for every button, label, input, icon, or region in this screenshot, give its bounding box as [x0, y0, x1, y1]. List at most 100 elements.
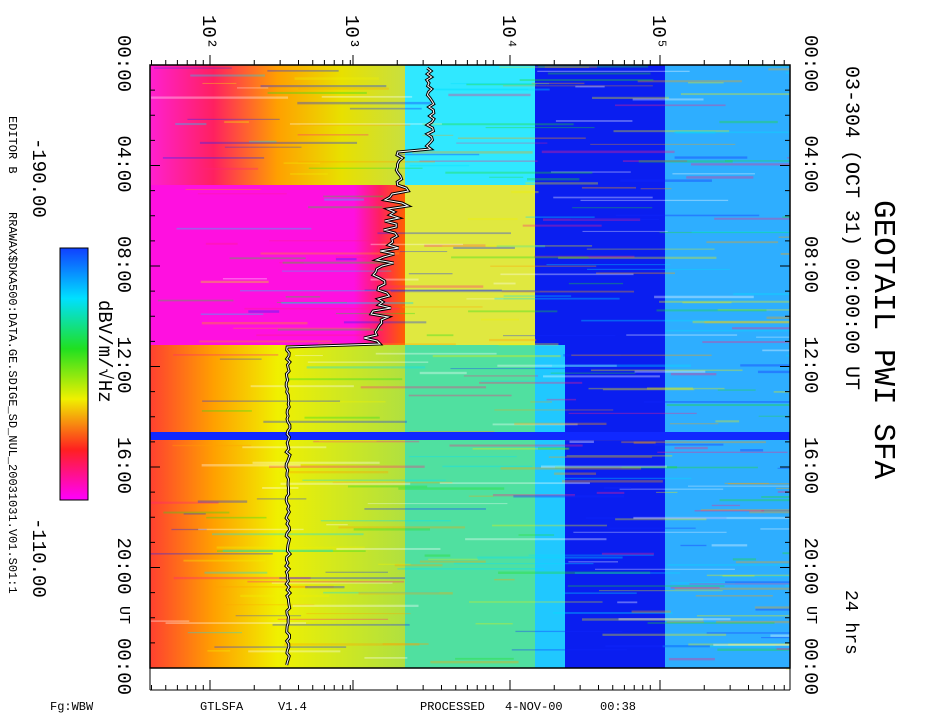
- streak: [562, 480, 663, 483]
- streak: [670, 372, 717, 376]
- streak: [204, 571, 268, 574]
- streak: [572, 207, 653, 209]
- streak: [554, 472, 597, 475]
- streak: [408, 394, 512, 397]
- streak: [201, 410, 252, 412]
- streak: [732, 327, 790, 330]
- streak: [688, 643, 790, 646]
- streak: [347, 485, 428, 488]
- streak: [657, 451, 788, 453]
- streak: [242, 446, 327, 449]
- streak: [501, 290, 635, 293]
- streak: [728, 483, 790, 485]
- colorbar: [59, 247, 89, 501]
- streak: [595, 568, 735, 570]
- streak: [250, 385, 354, 388]
- streak: [199, 141, 358, 144]
- streak: [706, 241, 779, 244]
- streak: [711, 544, 748, 547]
- streak: [277, 618, 389, 620]
- streak: [493, 282, 516, 285]
- ut-label: UT: [115, 606, 132, 624]
- streak: [758, 415, 790, 417]
- streak: [222, 278, 267, 280]
- streak: [492, 423, 578, 426]
- streak: [271, 582, 393, 584]
- streak: [205, 242, 238, 245]
- streak: [320, 400, 386, 403]
- streak: [207, 650, 231, 652]
- time-labels: 00:00 00:00 04:00 04:00 08:00 08:00 12:00 12:00…: [112, 35, 821, 695]
- region: [150, 65, 405, 185]
- streak: [540, 465, 667, 468]
- streak: [150, 501, 219, 504]
- streak: [408, 273, 453, 275]
- streak: [307, 361, 429, 363]
- streak: [756, 336, 790, 338]
- streak: [300, 124, 411, 126]
- streak: [382, 643, 429, 645]
- streak: [279, 262, 304, 264]
- streak: [768, 68, 790, 71]
- streak: [714, 217, 790, 220]
- streak: [496, 245, 546, 248]
- streak: [200, 280, 269, 284]
- streak: [422, 123, 574, 126]
- region: [405, 185, 535, 345]
- streak: [761, 510, 790, 512]
- streak: [773, 391, 790, 393]
- streak: [313, 440, 420, 443]
- streak: [185, 188, 261, 191]
- streak: [463, 375, 539, 377]
- streak: [163, 511, 230, 514]
- streak: [543, 375, 660, 378]
- time-tick-label: 20:00: [799, 538, 821, 595]
- streak: [581, 618, 704, 621]
- streak: [408, 456, 517, 458]
- streak: [786, 354, 790, 357]
- streak: [770, 634, 790, 637]
- streak: [631, 610, 671, 613]
- streak: [308, 167, 423, 169]
- streak: [633, 441, 656, 444]
- streak: [280, 482, 411, 485]
- streak: [626, 334, 738, 336]
- streak: [672, 173, 755, 175]
- streak: [468, 310, 558, 313]
- time-tick-label: 00:00: [799, 35, 821, 92]
- streak: [216, 550, 366, 552]
- streak: [298, 87, 389, 90]
- editor: EDITOR B: [5, 116, 19, 174]
- streak: [691, 163, 790, 166]
- streak: [548, 456, 653, 458]
- streak: [537, 447, 570, 450]
- streak: [224, 146, 302, 148]
- frequency-tick-label: 10²: [197, 15, 219, 49]
- streak: [390, 290, 540, 293]
- streak: [724, 482, 769, 485]
- streak: [176, 227, 312, 230]
- streak: [659, 300, 790, 303]
- streak: [498, 343, 559, 346]
- streak: [490, 265, 597, 267]
- streak: [197, 193, 287, 195]
- streak: [260, 85, 387, 88]
- streak: [528, 554, 654, 556]
- streak: [666, 621, 704, 623]
- streak: [656, 491, 678, 494]
- streak: [472, 447, 569, 450]
- streak: [558, 256, 717, 259]
- streak: [206, 516, 267, 519]
- streak: [448, 93, 531, 97]
- streak: [586, 248, 715, 250]
- streak: [466, 83, 537, 86]
- time-tick-label: 16:00: [799, 437, 821, 494]
- streak: [422, 134, 454, 136]
- time-tick-label: 00:00: [799, 638, 821, 695]
- streak: [419, 160, 538, 162]
- streak: [442, 465, 533, 468]
- streak: [453, 562, 594, 565]
- streak: [706, 632, 790, 634]
- streak: [432, 355, 561, 358]
- streak: [198, 528, 304, 531]
